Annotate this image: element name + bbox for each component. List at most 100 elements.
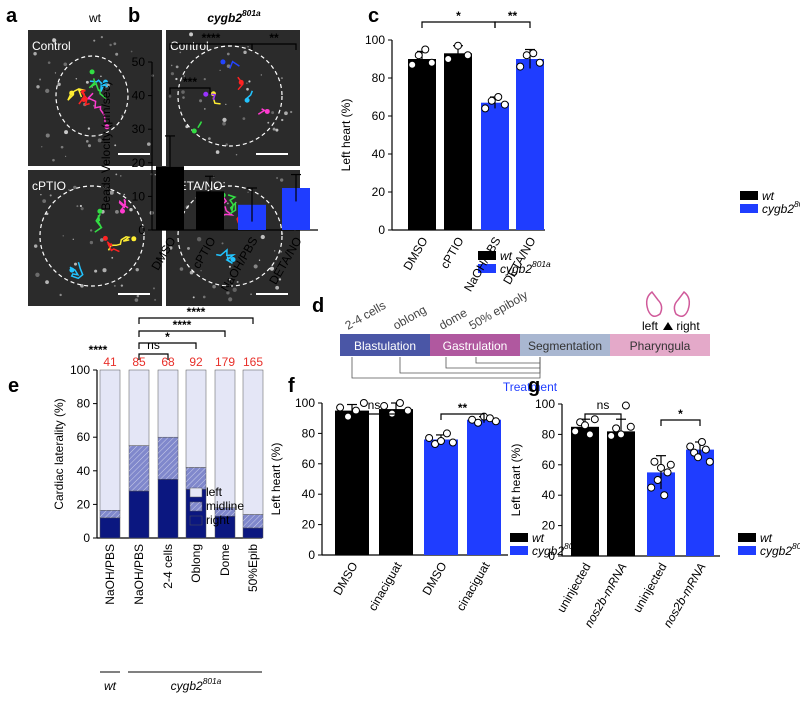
y-tick-label: 40 (542, 488, 556, 502)
bead-track (216, 248, 237, 265)
panel-letter: b (128, 5, 140, 27)
bead-track (94, 213, 103, 233)
speckle (278, 278, 282, 281)
bead (104, 124, 110, 130)
speckle (79, 204, 83, 208)
speckle (42, 199, 47, 204)
stage-label: 2-4 cells (343, 298, 389, 332)
y-tick-label: 20 (542, 519, 556, 533)
y-tick-label: 0 (548, 549, 555, 563)
stage-label: oblong (391, 302, 429, 332)
n-label: 179 (215, 355, 235, 369)
speckle (85, 139, 89, 143)
y-tick-label: 40 (132, 89, 146, 103)
speckle (75, 78, 78, 80)
y-tick-label: 100 (70, 363, 90, 377)
speckle (225, 143, 228, 146)
speckle (39, 78, 42, 81)
y-tick-label: 60 (542, 458, 556, 472)
bar-segment (157, 478, 179, 539)
y-tick-label: 0 (138, 223, 145, 237)
y-axis-label: Left heart (%) (339, 99, 353, 172)
speckle (271, 111, 275, 115)
speckle (120, 284, 124, 287)
y-tick-label: 10 (132, 189, 146, 203)
panel-letter: f (288, 375, 295, 397)
significance-label: * (456, 9, 461, 23)
legend-label-sup: 801a (532, 259, 551, 269)
significance-bracket (494, 21, 531, 28)
n-label: 92 (189, 355, 203, 369)
data-point (474, 418, 483, 427)
data-point (448, 438, 457, 447)
speckle (260, 234, 265, 240)
speckle (170, 64, 173, 67)
period-box (520, 334, 610, 356)
period-box (340, 334, 430, 356)
bead-track (227, 194, 237, 215)
speckle (260, 74, 262, 76)
speckle (250, 293, 252, 295)
bar (467, 419, 501, 555)
legend-label-main: cygb2 (500, 262, 532, 276)
x-tick-label: DMSO (330, 560, 360, 598)
data-point (607, 431, 616, 440)
speckle (80, 284, 84, 288)
legend-swatch (740, 204, 758, 213)
speckle (228, 297, 233, 302)
speckle (94, 269, 98, 273)
x-tick-label: cinaciguat (453, 559, 492, 613)
speckle (208, 137, 211, 140)
data-point (571, 427, 580, 436)
speckle (109, 190, 114, 195)
period-box (430, 334, 520, 356)
column-title-main: cygb2 (207, 11, 242, 25)
n-label: 41 (103, 355, 117, 369)
treatment-bracket (399, 357, 541, 374)
legend-label-main: wt (762, 189, 775, 203)
x-tick-label: NaOH/PBS (461, 235, 503, 295)
speckle (203, 78, 206, 81)
micrograph (166, 170, 300, 306)
speckle (102, 268, 107, 273)
speckle (119, 175, 122, 177)
y-axis-label: Left heart (%) (509, 444, 523, 517)
data-point (529, 49, 538, 58)
y-tick-label: 0 (83, 531, 90, 545)
data-point (657, 463, 665, 472)
data-point (585, 430, 594, 439)
speckle (182, 96, 185, 99)
speckle (168, 95, 172, 98)
y-axis-label: Beads Velocity (μm/sec) (99, 82, 113, 211)
speckle (113, 284, 116, 287)
hatch-overlay (190, 502, 202, 511)
speckle (97, 138, 102, 143)
column-title: cygb2801a (207, 8, 261, 25)
significance-label: * (678, 407, 683, 421)
period-label: Blastulation (354, 339, 416, 353)
bar-segment (185, 369, 207, 468)
speckle (62, 235, 64, 237)
x-tick-label: NaOH/PBS (103, 544, 117, 605)
speckle (226, 64, 231, 69)
significance-label: ns (597, 398, 610, 412)
legend-swatch (738, 533, 756, 542)
speckle (93, 39, 96, 42)
speckle (232, 287, 237, 292)
x-tick-label: Oblong (189, 544, 203, 583)
speckle (52, 158, 55, 162)
bead (69, 267, 75, 273)
significance-bracket (138, 353, 169, 360)
speckle (196, 237, 202, 242)
bead (191, 128, 197, 134)
x-tick-label: Dome (218, 544, 232, 576)
panel-letter: a (6, 5, 18, 27)
legend-label: wt (532, 531, 545, 545)
speckle (74, 262, 77, 266)
legend-label: wt (500, 249, 513, 263)
speckle (183, 75, 185, 77)
speckle (175, 77, 178, 81)
speckle (284, 111, 288, 116)
heart-icon (645, 290, 663, 317)
speckle (115, 52, 119, 56)
